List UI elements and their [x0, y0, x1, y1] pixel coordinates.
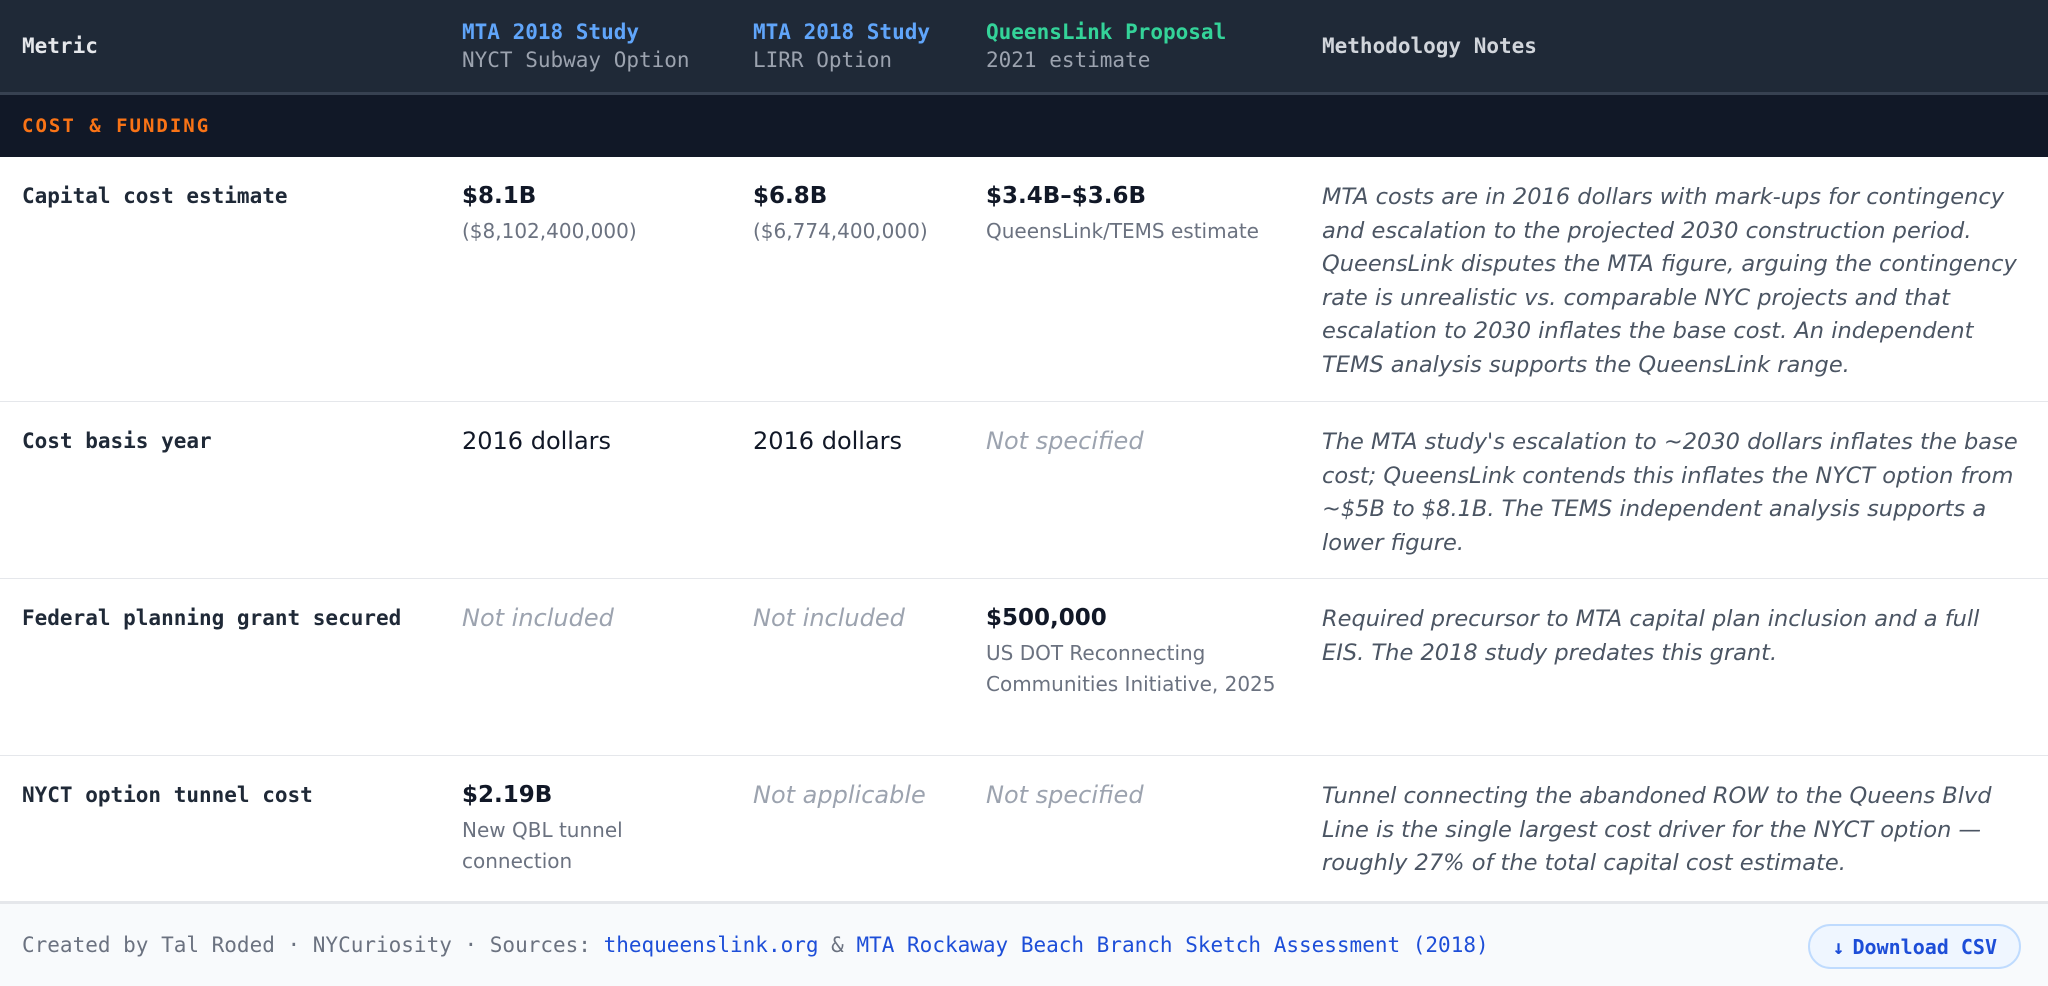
header-col-queenslink: QueensLink Proposal 2021 estimate	[986, 18, 1322, 74]
table-row: Cost basis year 2016 dollars 2016 dollar…	[0, 402, 2048, 579]
methodology-note: MTA costs are in 2016 dollars with mark-…	[1322, 184, 2017, 378]
mta-nyct-value: $2.19B	[462, 782, 553, 808]
download-csv-button[interactable]: ↓ Download CSV	[1808, 924, 2021, 969]
header-col-c-sub: 2021 estimate	[986, 48, 1151, 72]
header-col-b-sub: LIRR Option	[753, 48, 893, 72]
mta-nyct-value: Not included	[462, 604, 614, 632]
header-metric-cell: Metric	[0, 34, 462, 58]
header-notes: Methodology Notes	[1322, 34, 1537, 58]
queenslink-value: $500,000	[986, 605, 1107, 631]
table-row: Capital cost estimate $8.1B ($8,102,400,…	[0, 157, 2048, 402]
header-col-mta-lirr: MTA 2018 Study LIRR Option	[753, 18, 986, 74]
methodology-note: The MTA study's escalation to ~2030 doll…	[1322, 429, 2018, 556]
queenslink-subvalue: US DOT Reconnecting Communities Initiati…	[986, 641, 1276, 696]
mta-lirr-value: $6.8B	[753, 183, 828, 209]
row-metric-label: NYCT option tunnel cost	[22, 783, 313, 807]
footer-credits: Created by Tal Roded · NYCuriosity · Sou…	[22, 933, 1489, 957]
queenslink-subvalue: QueensLink/TEMS estimate	[986, 219, 1259, 243]
mta-lirr-subvalue: ($6,774,400,000)	[753, 219, 928, 243]
queenslink-value: $3.4B–$3.6B	[986, 183, 1147, 209]
header-col-mta-nyct: MTA 2018 Study NYCT Subway Option	[462, 18, 753, 74]
footer: Created by Tal Roded · NYCuriosity · Sou…	[0, 901, 2048, 986]
methodology-note: Tunnel connecting the abandoned ROW to t…	[1322, 783, 1992, 876]
row-metric-label: Federal planning grant secured	[22, 606, 402, 630]
table-row: Federal planning grant secured Not inclu…	[0, 579, 2048, 756]
header-metric: Metric	[22, 34, 98, 58]
methodology-note: Required precursor to MTA capital plan i…	[1322, 606, 1980, 666]
download-arrow-icon: ↓	[1832, 934, 1845, 959]
mta-lirr-value: 2016 dollars	[753, 427, 903, 455]
mta-nyct-subvalue: New QBL tunnel connection	[462, 818, 623, 873]
download-csv-label: Download CSV	[1852, 934, 1998, 959]
mta-lirr-value: Not included	[753, 604, 905, 632]
mta-nyct-value: 2016 dollars	[462, 427, 612, 455]
queenslink-value: Not specified	[986, 781, 1144, 809]
mta-lirr-value: Not applicable	[753, 781, 926, 809]
footer-prefix: Created by Tal Roded · NYCuriosity · Sou…	[22, 933, 604, 957]
table-row: NYCT option tunnel cost $2.19B New QBL t…	[0, 756, 2048, 898]
mta-nyct-value: $8.1B	[462, 183, 537, 209]
comparison-table: Metric MTA 2018 Study NYCT Subway Option…	[0, 0, 2048, 898]
queenslink-value: Not specified	[986, 427, 1144, 455]
row-metric-label: Cost basis year	[22, 429, 212, 453]
section-label: COST & FUNDING	[22, 115, 211, 137]
header-col-c-title: QueensLink Proposal	[986, 20, 1227, 44]
header-col-b-title: MTA 2018 Study	[753, 20, 931, 44]
mta-nyct-subvalue: ($8,102,400,000)	[462, 219, 637, 243]
source-link-mta-assessment[interactable]: MTA Rockaway Beach Branch Sketch Assessm…	[856, 933, 1489, 957]
row-metric-label: Capital cost estimate	[22, 184, 288, 208]
header-col-a-title: MTA 2018 Study	[462, 20, 640, 44]
source-link-queenslink[interactable]: thequeenslink.org	[603, 933, 819, 957]
section-header-cost-funding: COST & FUNDING	[0, 95, 2048, 157]
header-col-a-sub: NYCT Subway Option	[462, 48, 690, 72]
table-header: Metric MTA 2018 Study NYCT Subway Option…	[0, 0, 2048, 95]
footer-amp: &	[818, 933, 857, 957]
header-notes-cell: Methodology Notes	[1322, 34, 2048, 58]
